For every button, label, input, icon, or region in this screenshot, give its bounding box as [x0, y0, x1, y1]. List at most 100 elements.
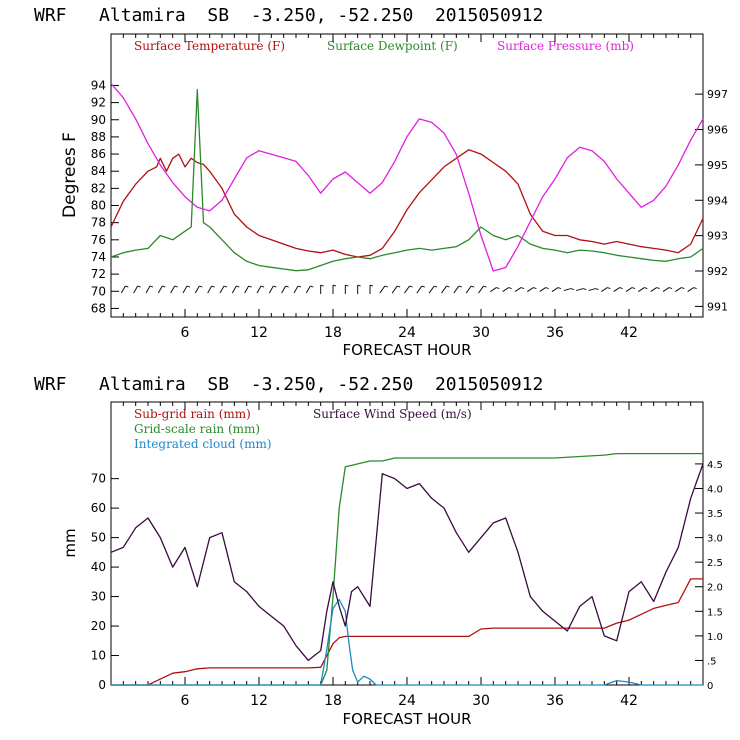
wind-barb-flag: [285, 285, 289, 288]
y-tick-label: 70: [91, 284, 106, 298]
y2-tick-label: 4.5: [707, 460, 723, 471]
wind-barb: [563, 288, 571, 292]
wind-barb: [551, 287, 559, 292]
wind-barb: [502, 287, 509, 292]
wind-barb-flag: [248, 285, 252, 288]
wind-barb: [601, 287, 608, 292]
y2-tick-label: 993: [707, 230, 728, 243]
y-tick-label: 30: [91, 590, 106, 604]
y-tick-label: 84: [91, 164, 106, 178]
wind-barb-flag: [583, 288, 587, 291]
x-tick-label: 30: [472, 693, 490, 709]
wind-barb-flag: [223, 285, 228, 288]
x-tick-label: 18: [324, 325, 342, 341]
wind-barb-flag: [211, 285, 215, 288]
wind-barb: [182, 285, 188, 294]
surface-wind-speed-line: [110, 463, 704, 662]
legend-gridscale-rain: Grid-scale rain (mm): [134, 422, 260, 436]
wind-barb-row: [120, 284, 697, 295]
wind-barb-flag: [310, 285, 314, 288]
precipitation-panel: WRF Altamira SB -3.250, -52.250 20150509…: [34, 374, 723, 728]
wind-barb-flag: [631, 287, 636, 290]
wind-barb-flag: [656, 287, 660, 290]
wind-barb-flag: [409, 285, 413, 288]
wind-barb-flag: [149, 285, 154, 288]
wind-barb-flag: [607, 287, 611, 290]
wind-barb-flag: [619, 287, 623, 290]
wind-barb: [281, 285, 287, 294]
wind-barb: [514, 287, 522, 292]
wind-barb-flag: [384, 285, 388, 288]
x-tick-label: 18: [324, 693, 342, 709]
wind-barb: [613, 287, 620, 292]
axis-ticks: 6 12 18 24 30 36 42 68 70 72 74 76 78 80 82 84 86 88 90 92 9…: [91, 34, 728, 341]
wind-barb-flag: [369, 284, 374, 287]
axis-ticks: 6 12 18 24 30 36 42 0 10 20 30 40 50 60 70 0 .5 1.0 1.5 2.0…: [91, 402, 723, 709]
y-tick-label: 68: [91, 301, 106, 315]
wind-barb: [293, 285, 299, 294]
y-tick-label: 82: [91, 181, 106, 195]
wind-barb-flag: [483, 285, 487, 288]
wind-barb-flag: [693, 287, 697, 290]
y-tick-label: 20: [91, 619, 106, 633]
wind-barb-flag: [545, 287, 549, 290]
y2-tick-label: 996: [707, 124, 728, 137]
y-tick-label: 10: [91, 649, 106, 663]
wind-barb: [441, 285, 447, 294]
wind-barb: [170, 285, 176, 294]
y-tick-label: 72: [91, 267, 106, 281]
wind-barb: [207, 285, 213, 294]
wind-barb-flag: [357, 284, 361, 287]
legend-integrated-cloud: Integrated cloud (mm): [134, 437, 272, 451]
wind-barb-flag: [137, 285, 141, 288]
y2-tick-label: 2.5: [707, 558, 723, 569]
surface-temperature-line: [110, 149, 704, 258]
x-tick-label: 24: [398, 325, 416, 341]
wind-barb: [120, 285, 126, 294]
wind-barb-flag: [595, 288, 599, 291]
legend-pressure: Surface Pressure (mb): [497, 39, 634, 53]
wind-barb-flag: [397, 285, 401, 288]
x-axis-label: FORECAST HOUR: [342, 710, 471, 728]
y-tick-label: 0: [98, 678, 106, 692]
panel-title: WRF Altamira SB -3.250, -52.250 20150509…: [34, 5, 543, 26]
wind-barb-flag: [668, 287, 673, 290]
wind-barb: [404, 285, 410, 294]
wind-barb: [650, 287, 657, 292]
wind-barb: [576, 288, 584, 292]
wind-barb-flag: [496, 287, 500, 290]
legend-temperature: Surface Temperature (F): [134, 39, 285, 53]
wind-barb-flag: [557, 287, 562, 290]
surface-pressure-line: [110, 83, 704, 272]
wind-barb: [490, 287, 497, 292]
x-tick-label: 6: [181, 325, 190, 341]
wind-barb: [268, 285, 274, 294]
y-tick-label: 86: [91, 147, 106, 161]
x-axis-label: FORECAST HOUR: [342, 341, 471, 359]
wind-barb: [527, 287, 534, 292]
y-axis-label: mm: [61, 528, 79, 557]
wind-barb-flag: [236, 285, 240, 288]
wind-barb-flag: [332, 284, 337, 287]
wind-barb-flag: [533, 287, 537, 290]
wind-barb-flag: [446, 285, 450, 288]
wind-barb-flag: [297, 285, 302, 288]
x-tick-label: 12: [250, 325, 268, 341]
y-tick-label: 74: [91, 250, 106, 264]
wind-barb: [416, 285, 423, 294]
y2-tick-label: 991: [707, 300, 728, 313]
wind-barb: [145, 285, 151, 294]
wind-barb-flag: [199, 285, 203, 288]
wind-barb: [662, 287, 670, 292]
wind-barb: [244, 285, 250, 294]
wind-barb: [539, 287, 546, 292]
y2-tick-label: 994: [707, 194, 728, 207]
wind-barb-flag: [260, 285, 265, 288]
y2-tick-label: 1.5: [707, 607, 723, 618]
x-tick-label: 24: [398, 693, 416, 709]
wind-barb-flag: [320, 284, 324, 287]
wind-barb-flag: [434, 285, 438, 288]
y2-tick-label: 0: [707, 681, 713, 692]
y-tick-label: 94: [91, 78, 106, 92]
